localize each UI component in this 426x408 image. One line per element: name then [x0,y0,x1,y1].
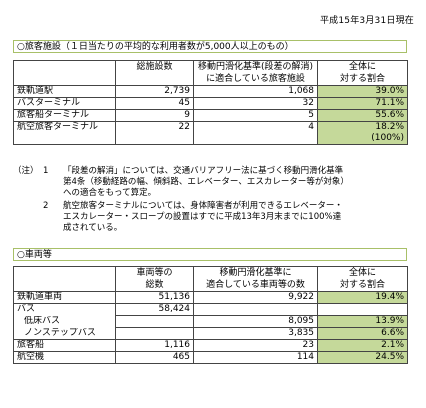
row-name: バス [13,303,116,316]
table-row: ノンステップバス 3,835 6.6% [13,327,408,340]
table-header-row: 車両等の 総数 移動円滑化基準に 適合している車両等の数 全体に 対する割合 [13,266,408,292]
row-ratio: 13.9% [317,315,408,328]
row-compliant: 1,068 [193,85,318,98]
row-name: 航空旅客ターミナル [13,121,116,145]
row-ratio-extra: (100%) [317,133,408,145]
table-row: 鉄軌道車両 51,136 9,922 19.4% [13,291,408,304]
table-row-extra: (100%) [14,133,408,145]
vehicles-table: 車両等の 総数 移動円滑化基準に 適合している車両等の数 全体に 対する割合 鉄… [13,266,408,364]
table-row: 旅客船ターミナル 9 5 55.6% [13,109,408,122]
section-title-passenger-facilities: ○旅客施設（１日当たりの平均的な利用者数が5,000人以上のもの） [17,42,294,52]
row-name: 低床バス [13,315,116,328]
passenger-facilities-table: 総施設数 移動円滑化基準(段差の解消) に適合している旅客施設 全体に 対する割… [13,60,408,145]
row-total: 45 [115,97,194,110]
header-ratio-line1: 全体に [348,268,376,278]
note-1: （注） 1 「段差の解消」については、交通バリアフリー法に基づく移動円滑化基準 … [13,166,407,200]
note-text: 航空旅客ターミナルについては、身体障害者が利用できるエレベーター・ エスカレータ… [63,201,343,233]
row-compliant: 114 [193,351,318,364]
header-ratio: 全体に 対する割合 [317,60,408,86]
row-compliant: 9,922 [193,291,318,304]
row-compliant: 32 [193,97,318,110]
row-total [115,327,194,340]
row-ratio: 2.1% [317,339,408,352]
row-ratio: 6.6% [317,327,408,340]
header-ratio-line1: 全体に [348,62,376,72]
row-ratio: 71.1% [317,97,408,110]
header-ratio-line2: 対する割合 [339,74,385,84]
header-compliant-vehicles: 移動円滑化基準に 適合している車両等の数 [193,266,318,292]
row-name: バスターミナル [13,97,116,110]
note-2: 2 航空旅客ターミナルについては、身体障害者が利用できるエレベーター・ エスカレ… [13,201,407,235]
row-total [115,315,194,328]
table-row: バスターミナル 45 32 71.1% [13,97,408,110]
table-row: バス 58,424 [13,303,408,316]
header-total-vehicles: 車両等の 総数 [115,266,194,292]
note-index: 2 [43,201,49,211]
row-compliant: 3,835 [193,327,318,340]
header-ratio: 全体に 対する割合 [317,266,408,292]
header-empty [13,60,116,86]
section-header-passenger-facilities: ○旅客施設（１日当たりの平均的な利用者数が5,000人以上のもの） [13,40,407,53]
table-row: 旅客船 1,116 23 2.1% [13,339,408,352]
header-compliant-line1: 移動円滑化基準(段差の解消) [197,62,314,72]
table-row: 航空旅客ターミナル 22 4 18.2% [13,121,408,145]
header-compliant-facilities: 移動円滑化基準(段差の解消) に適合している旅客施設 [193,60,318,86]
table-row: 航空機 465 114 24.5% [13,351,408,364]
row-ratio: 19.4% [317,291,408,304]
row-ratio: 55.6% [317,109,408,122]
header-total-line2: 総数 [145,280,164,290]
row-compliant: 4 [193,121,318,145]
row-name: 鉄軌道車両 [13,291,116,304]
row-total: 1,116 [115,339,194,352]
row-total: 22 [115,121,194,145]
header-compliant-line2: 適合している車両等の数 [206,280,305,290]
as-of-date: 平成15年3月31日現在 [319,16,414,26]
section-title-vehicles: ○車両等 [17,250,52,260]
header-total-facilities: 総施設数 [115,60,194,86]
row-total: 58,424 [115,303,194,316]
header-compliant-line2: に適合している旅客施設 [206,74,305,84]
row-name: 鉄軌道駅 [13,85,116,98]
row-compliant [193,303,318,316]
table-header-row: 総施設数 移動円滑化基準(段差の解消) に適合している旅客施設 全体に 対する割… [13,60,408,86]
note-text: 「段差の解消」については、交通バリアフリー法に基づく移動円滑化基準 第4条（移動… [63,166,349,198]
row-ratio: 24.5% [317,351,408,364]
header-total-line1: 車両等の [136,268,173,278]
row-total: 465 [115,351,194,364]
row-total: 9 [115,109,194,122]
table-row: 鉄軌道駅 2,739 1,068 39.0% [13,85,408,98]
row-compliant: 8,095 [193,315,318,328]
note-label: （注） [13,166,39,176]
row-total: 2,739 [115,85,194,98]
row-name: 旅客船 [13,339,116,352]
row-compliant: 5 [193,109,318,122]
row-name: 航空機 [13,351,116,364]
section-header-vehicles: ○車両等 [13,248,407,261]
row-ratio [317,303,408,316]
row-ratio: 39.0% [317,85,408,98]
row-total: 51,136 [115,291,194,304]
header-empty [13,266,116,292]
row-ratio: 18.2% [317,121,408,133]
row-name: 旅客船ターミナル [13,109,116,122]
header-ratio-line2: 対する割合 [339,280,385,290]
header-compliant-line1: 移動円滑化基準に [219,268,292,278]
table-row: 低床バス 8,095 13.9% [13,315,408,328]
row-name: ノンステップバス [13,327,116,340]
note-index: 1 [43,166,49,176]
row-compliant: 23 [193,339,318,352]
